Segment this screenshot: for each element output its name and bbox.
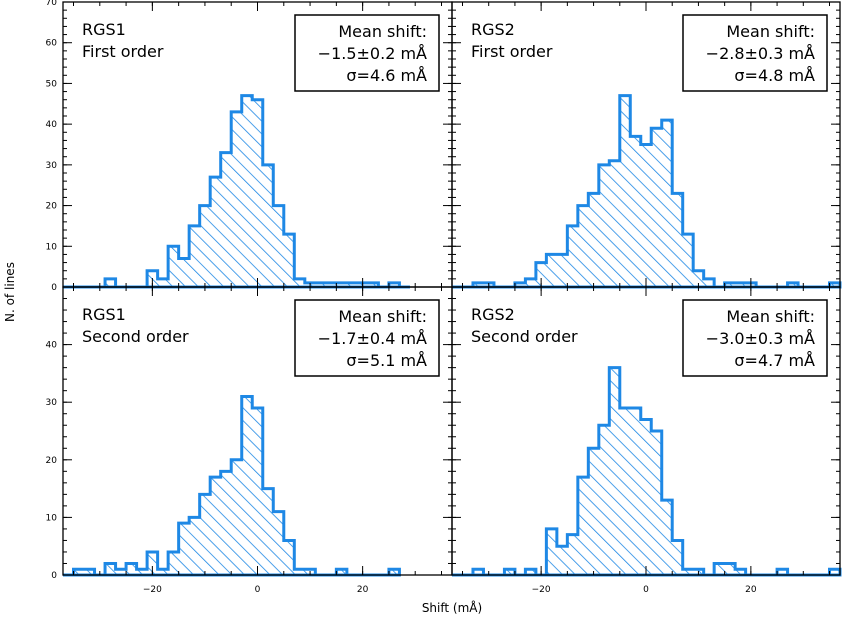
- y-tick-label: 30: [46, 398, 58, 408]
- panel-label-line: RGS2: [471, 305, 515, 324]
- stats-box: [682, 299, 828, 377]
- stats-box-line: −1.5±0.2 mÅ: [318, 44, 427, 63]
- stats-box-line: −1.7±0.4 mÅ: [318, 329, 427, 348]
- panel-label-line: RGS1: [82, 305, 126, 324]
- panel-bottom-left: 0 10 20 30 40 −20 0 20 RGS1 Second order Mean shif…: [46, 286, 453, 595]
- stats-box-line: Mean shift:: [338, 22, 427, 41]
- y-tick-label: 20: [46, 202, 58, 212]
- panel-top-left: 0 10 20 30 40 50 60 70 RGS1 First order Mean shift…: [46, 0, 453, 293]
- panel-label-line: Second order: [471, 327, 578, 346]
- panel-label-line: First order: [471, 42, 553, 61]
- stats-box-line: Mean shift:: [726, 307, 815, 326]
- y-tick-label: 50: [46, 79, 58, 89]
- x-tick-label: 0: [643, 585, 649, 595]
- histogram-bottom-left: [63, 394, 401, 577]
- panels-group: 0 10 20 30 40 50 60 70 RGS1 First order Mean shift…: [46, 0, 842, 595]
- stats-box-line: −3.0±0.3 mÅ: [706, 329, 815, 348]
- panel-label-line: Second order: [82, 327, 189, 346]
- histogram-top-left: [63, 94, 410, 289]
- x-tick-label: 20: [745, 585, 757, 595]
- panel-bottom-right: −20 0 20 RGS2 Second order Mean shift: −3.0±0.…: [451, 286, 842, 595]
- stats-box: [682, 14, 828, 92]
- stats-box-line: σ=4.6 mÅ: [346, 66, 427, 85]
- y-tick-label: 10: [46, 513, 58, 523]
- stats-box: [294, 299, 440, 377]
- y-tick-label: 30: [46, 161, 58, 171]
- panel-label-line: RGS1: [82, 20, 126, 39]
- x-axis-title: Shift (mÅ): [422, 600, 482, 615]
- y-tick-label: 60: [46, 39, 58, 49]
- panel-top-right: RGS2 First order Mean shift: −2.8±0.3 mÅ σ=4…: [451, 1, 842, 289]
- stats-box-line: σ=5.1 mÅ: [346, 351, 427, 370]
- stats-box-line: σ=4.7 mÅ: [734, 351, 815, 370]
- y-tick-label: 0: [51, 283, 57, 293]
- x-tick-label: 0: [255, 585, 261, 595]
- y-tick-label: 10: [46, 242, 58, 252]
- stats-box-line: Mean shift:: [338, 307, 427, 326]
- x-tick-label: −20: [532, 585, 551, 595]
- stats-box-line: −2.8±0.3 mÅ: [706, 44, 815, 63]
- x-tick-label: 20: [357, 585, 369, 595]
- panel-label-line: RGS2: [471, 20, 515, 39]
- y-tick-label: 0: [51, 571, 57, 581]
- x-tick-label: −20: [143, 585, 162, 595]
- y-tick-label: 70: [46, 0, 58, 8]
- y-tick-label: 40: [46, 341, 58, 351]
- y-tick-label: 20: [46, 456, 58, 466]
- histogram-bottom-right: [452, 366, 842, 577]
- y-tick-label: 40: [46, 120, 58, 130]
- histogram-top-right: [452, 94, 842, 289]
- y-axis-title: N. of lines: [3, 262, 17, 322]
- stats-box: [294, 14, 440, 92]
- panel-label-line: First order: [82, 42, 164, 61]
- stats-box-line: σ=4.8 mÅ: [734, 66, 815, 85]
- stats-box-line: Mean shift:: [726, 22, 815, 41]
